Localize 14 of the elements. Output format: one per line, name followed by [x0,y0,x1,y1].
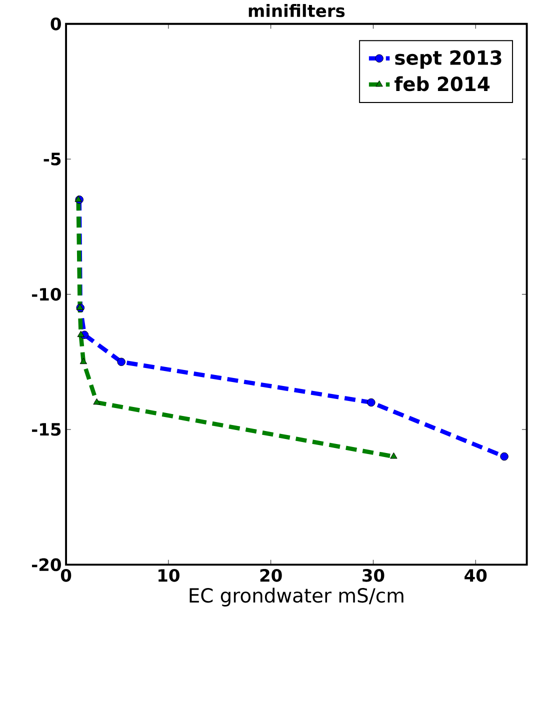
legend-label: sept 2013 [395,50,502,69]
legend-label: feb 2014 [394,76,490,92]
x-tick-label: 10 [158,568,180,582]
x-tick-label: 20 [260,568,282,582]
y-tick-label: 0 [50,17,62,30]
x-axis-title: EC grondwater mS/cm [190,588,404,606]
y-tick-label: -15 [32,423,61,436]
chart-title: minifilters [249,4,345,18]
y-tick-label: -5 [44,152,61,166]
x-tick-label: 0 [61,568,72,582]
x-tick-label: 30 [362,568,384,582]
y-tick-label: -20 [32,558,62,572]
x-tick-label: 40 [464,568,487,582]
y-tick-label: -10 [32,288,62,301]
